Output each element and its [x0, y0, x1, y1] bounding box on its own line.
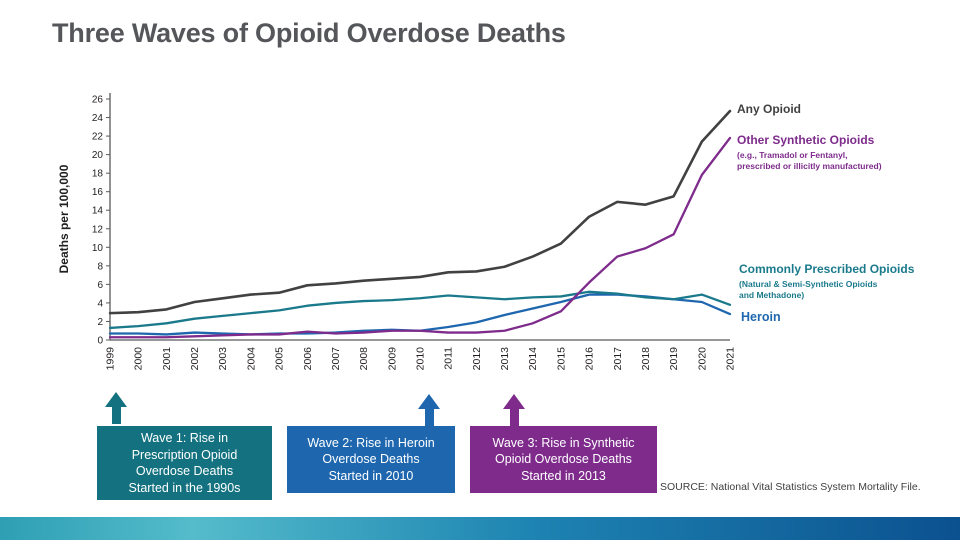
y-tick-label: 14 [92, 206, 104, 217]
y-tick-label: 2 [97, 317, 103, 328]
legend-heroin: Heroin [741, 310, 781, 324]
legend-prescribed-subtext: (Natural & Semi-Synthetic Opioids and Me… [739, 278, 878, 300]
source-note: SOURCE: National Vital Statistics System… [660, 481, 921, 493]
y-tick-label: 20 [92, 150, 104, 161]
y-tick-label: 12 [92, 224, 104, 235]
x-tick-label: 2011 [443, 347, 455, 370]
line-chart: 0 2 4 6 8 10 12 14 16 18 20 22 24 26 1999 2000 2001 2002 2… [50, 85, 750, 385]
x-tick-label: 2008 [358, 347, 370, 371]
wave1-arrow-head-icon [105, 392, 127, 407]
footer-accent-bar [0, 517, 960, 540]
x-tick-label: 2012 [471, 347, 483, 371]
wave1-arrow [105, 392, 127, 424]
wave2-arrow-stem [424, 409, 434, 426]
x-tick-label: 2009 [386, 347, 398, 371]
x-tick-label: 2001 [161, 347, 173, 371]
x-tick-label: 2015 [555, 347, 567, 371]
x-tick-label: 2018 [640, 347, 652, 371]
wave1-callout: Wave 1: Rise in Prescription Opioid Over… [97, 426, 272, 500]
y-tick-label: 8 [97, 261, 103, 272]
x-tick-label: 2014 [527, 347, 539, 371]
x-tick-label: 1999 [105, 347, 117, 371]
line-any-opioid [108, 109, 732, 315]
legend-synthetic: Other Synthetic Opioids (e.g., Tramadol … [737, 133, 882, 172]
legend-synthetic-subtext: (e.g., Tramadol or Fentanyl, prescribed … [737, 149, 882, 171]
legend-prescribed-label: Commonly Prescribed Opioids [739, 262, 915, 276]
x-tick-label: 2004 [245, 347, 257, 371]
line-commonly-prescribed-opioids [108, 290, 732, 330]
y-tick-label: 10 [92, 243, 104, 254]
y-tick-label: 18 [92, 169, 104, 180]
x-tick-label: 2006 [302, 347, 314, 371]
line-other-synthetic-opioids [108, 136, 732, 339]
y-tick-label: 16 [92, 187, 104, 198]
y-tick-label: 22 [92, 132, 104, 143]
x-tick-label: 2007 [330, 347, 342, 371]
page-title: Three Waves of Opioid Overdose Deaths [52, 18, 566, 48]
y-tick-label: 26 [92, 95, 104, 106]
legend-heroin-label: Heroin [741, 310, 781, 324]
legend-synthetic-label: Other Synthetic Opioids [737, 133, 875, 147]
wave3-arrow-stem [509, 409, 519, 426]
x-tick-label: 2000 [133, 347, 145, 371]
x-tick-label: 2010 [415, 347, 427, 371]
legend-prescribed: Commonly Prescribed Opioids (Natural & S… [739, 262, 915, 301]
y-tick-label: 0 [97, 336, 103, 347]
x-tick-label: 2021 [725, 347, 737, 371]
wave3-callout: Wave 3: Rise in Synthetic Opioid Overdos… [470, 426, 657, 493]
x-tick-label: 2016 [584, 347, 596, 371]
y-tick-label: 6 [97, 280, 103, 291]
x-tick-label: 2002 [189, 347, 201, 371]
y-tick-label: 4 [97, 298, 103, 309]
wave1-arrow-stem [111, 407, 121, 424]
x-tick-label: 2005 [274, 347, 286, 371]
x-tick-label: 2003 [217, 347, 229, 371]
legend-any-opioid-label: Any Opioid [737, 102, 801, 116]
x-tick-label: 2020 [696, 347, 708, 371]
wave2-callout: Wave 2: Rise in Heroin Overdose Deaths S… [287, 426, 455, 493]
wave2-arrow-head-icon [418, 394, 440, 409]
legend-any-opioid: Any Opioid [737, 102, 801, 117]
x-tick-label: 2013 [499, 347, 511, 371]
y-tick-label: 24 [92, 113, 104, 124]
wave3-arrow-head-icon [503, 394, 525, 409]
x-tick-label: 2017 [612, 347, 624, 371]
x-tick-label: 2019 [668, 347, 680, 371]
wave2-arrow [418, 394, 440, 426]
wave3-arrow [503, 394, 525, 426]
